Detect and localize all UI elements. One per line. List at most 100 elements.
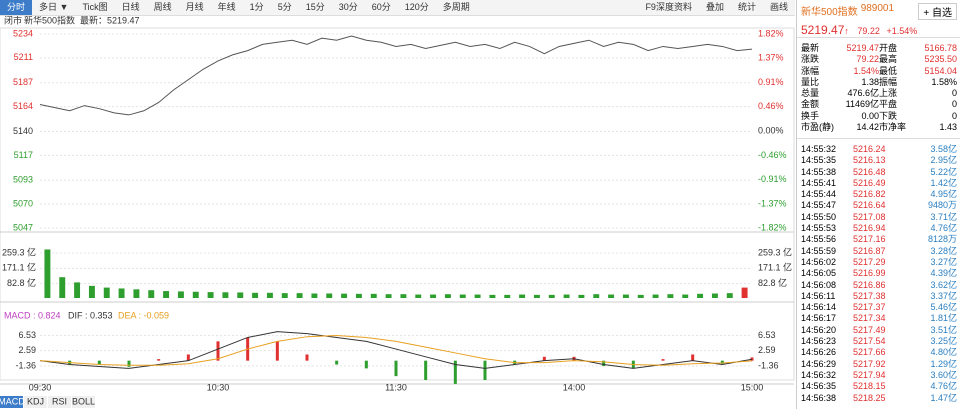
trade-volume: 3.25亿: [930, 336, 957, 347]
quote-value: 1.54%: [853, 65, 879, 76]
index-name: 新华500指数: [801, 7, 858, 18]
tool[interactable]: 画线: [769, 2, 788, 12]
quote-value: 0: [951, 99, 957, 110]
trade-row: 14:56:11 5217.38 3.37亿: [797, 291, 960, 302]
quote-value: 14.42: [856, 122, 879, 133]
tab[interactable]: 60分: [371, 2, 391, 12]
quote-label: 最新: [801, 43, 820, 53]
tab[interactable]: 日线: [121, 2, 140, 12]
tab[interactable]: 30分: [338, 2, 358, 12]
y-tick-label-right: -1.36: [758, 360, 779, 370]
volume-bar: [519, 294, 526, 298]
indicator-tab-bg[interactable]: [72, 396, 95, 408]
quote-value: 5154.04: [924, 65, 957, 76]
plot-frame: [0, 27, 795, 381]
volume-bar: [207, 292, 214, 298]
quote-label: 涨幅: [801, 65, 820, 76]
tab[interactable]: Tick图: [82, 2, 108, 12]
volume-bar: [608, 294, 615, 298]
quote-label: 平盘: [879, 99, 898, 110]
y-tick-label: -1.36: [15, 360, 36, 370]
quote-row: 总量 476.6亿 上涨 0: [797, 88, 960, 99]
quote-row: 换手 0.00 下跌 0: [797, 111, 960, 122]
volume-bar: [311, 293, 318, 298]
trade-time: 14:56:29: [801, 358, 837, 369]
quote-row: 涨跌 79.22 最高 5235.50: [797, 54, 960, 65]
tab[interactable]: 年线: [217, 2, 236, 12]
trade-row: 14:55:53 5216.94 4.76亿: [797, 223, 960, 234]
trade-row: 14:56:20 5217.49 3.51亿: [797, 325, 960, 336]
trade-volume: 5.46亿: [930, 302, 957, 313]
trade-time: 14:55:32: [801, 144, 837, 154]
y-tick-label: 5187: [13, 77, 33, 87]
trade-price: 5217.08: [853, 211, 886, 222]
volume-bar: [400, 294, 407, 298]
indicator-tab[interactable]: MACD: [0, 396, 25, 406]
y-tick-label: 5164: [13, 101, 33, 111]
tab[interactable]: 多日 ▼: [39, 2, 69, 12]
macd-title: MACD : 0.824: [4, 310, 61, 320]
tab[interactable]: 多周期: [442, 2, 470, 12]
quote-label: 开盘: [879, 43, 898, 53]
volume-bar: [385, 294, 392, 298]
trade-price: 5216.87: [853, 245, 886, 256]
trade-price: 5217.16: [853, 234, 886, 245]
volume-bar: [296, 293, 303, 298]
trade-row: 14:56:29 5217.92 1.29亿: [797, 359, 960, 370]
trade-time: 14:56:11: [801, 290, 836, 301]
volume-bar: [133, 289, 140, 298]
indicator-tab-bg[interactable]: [24, 396, 47, 408]
trade-volume: 1.47亿: [930, 392, 957, 403]
trade-price: 5217.54: [853, 336, 886, 347]
y-tick-label: 5070: [13, 199, 33, 209]
volume-bar: [88, 285, 95, 298]
volume-bar: [726, 293, 733, 298]
trade-volume: 5.22亿: [930, 166, 957, 177]
trade-volume: 2.95亿: [930, 155, 957, 166]
volume-bar: [148, 290, 155, 298]
tab[interactable]: 15分: [305, 2, 325, 12]
trade-volume: 4.80亿: [930, 347, 957, 358]
y-tick-label: 5211: [14, 52, 33, 62]
tool[interactable]: 叠加: [705, 2, 724, 12]
trade-volume: 9480万: [927, 200, 957, 211]
trade-time: 14:55:47: [801, 200, 837, 211]
tab[interactable]: 月线: [185, 2, 204, 12]
indicator-tab-bg[interactable]: [48, 396, 71, 408]
volume-bar: [593, 294, 600, 298]
trade-price: 5216.82: [853, 189, 886, 200]
quote-value: 0.00: [861, 110, 879, 121]
tool[interactable]: F9深度资料: [645, 2, 692, 12]
trade-volume: 3.28亿: [930, 245, 957, 256]
quote-table: 最新 5219.47 开盘 5166.78 涨跌 79.22 最高 5235.50 涨幅 1.54…: [797, 38, 960, 139]
indicator-tab-bg[interactable]: [0, 396, 23, 408]
tab[interactable]: 5分: [277, 2, 292, 12]
tab[interactable]: 周线: [153, 2, 172, 12]
y2-tick-label: 1.82%: [758, 28, 784, 38]
trade-time: 14:56:26: [801, 347, 837, 358]
indicator-tab[interactable]: KDJ: [27, 396, 44, 406]
trade-volume: 4.76亿: [930, 223, 957, 234]
y2-tick-label: 1.37%: [758, 52, 784, 62]
tool[interactable]: 统计: [737, 2, 756, 12]
y2-tick-label: -0.46%: [758, 150, 787, 160]
tab[interactable]: 分时: [0, 0, 33, 15]
indicator-tab[interactable]: BOLL: [72, 396, 95, 406]
tools: F9深度资料 叠加 统计 画线: [638, 0, 795, 15]
trade-price: 5216.13: [853, 155, 886, 166]
trade-row: 14:56:35 5218.15 4.76亿: [797, 381, 960, 392]
x-tick-label: 10:30: [207, 382, 230, 392]
tab[interactable]: 120分: [404, 2, 429, 12]
tab[interactable]: 1分: [249, 2, 264, 12]
watch-button[interactable]: + 自选: [918, 3, 957, 20]
quote-label: 量比: [801, 76, 820, 87]
volume-bar: [637, 294, 644, 298]
volume-bar: [266, 292, 273, 298]
volume-bar: [444, 294, 451, 298]
indicator-tab[interactable]: RSI: [52, 396, 67, 406]
trade-price: 5216.24: [853, 144, 886, 154]
volume-bar: [474, 294, 481, 298]
trade-row: 14:55:35 5216.13 2.95亿: [797, 155, 960, 166]
x-tick-label: 11:30: [385, 382, 407, 392]
